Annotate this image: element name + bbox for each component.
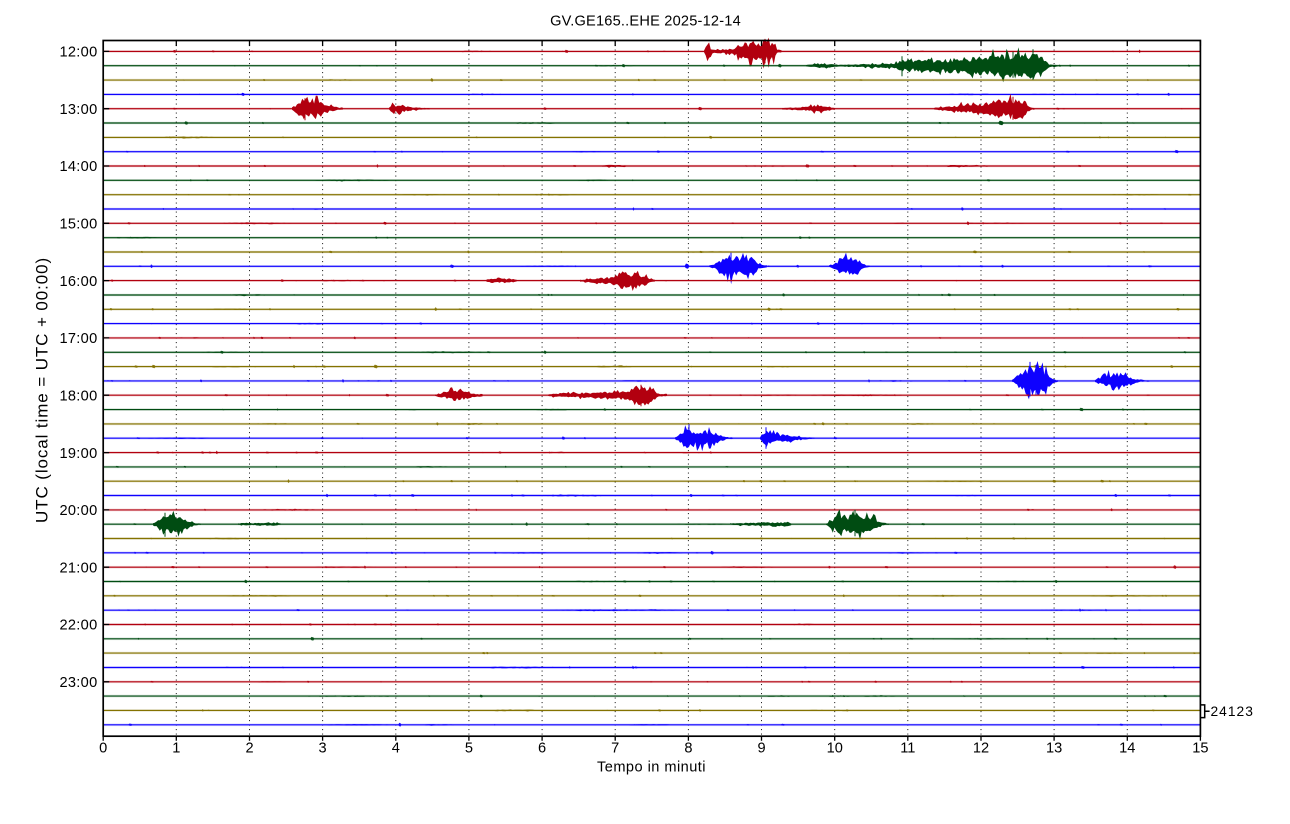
svg-text:13:00: 13:00 bbox=[59, 102, 97, 118]
svg-text:19:00: 19:00 bbox=[59, 446, 97, 462]
svg-text:8: 8 bbox=[684, 741, 692, 757]
svg-text:13: 13 bbox=[1046, 741, 1062, 757]
svg-text:17:00: 17:00 bbox=[59, 331, 97, 347]
svg-text:21:00: 21:00 bbox=[59, 560, 97, 576]
svg-text:20:00: 20:00 bbox=[59, 503, 97, 519]
svg-text:14:00: 14:00 bbox=[59, 159, 97, 175]
svg-text:12:00: 12:00 bbox=[59, 45, 97, 61]
svg-text:23:00: 23:00 bbox=[59, 675, 97, 691]
svg-text:18:00: 18:00 bbox=[59, 388, 97, 404]
svg-text:Tempo in minuti: Tempo in minuti bbox=[597, 760, 706, 776]
svg-text:22:00: 22:00 bbox=[59, 618, 97, 634]
svg-text:14: 14 bbox=[1119, 741, 1135, 757]
svg-text:24123: 24123 bbox=[1211, 704, 1254, 719]
svg-text:UTC (local time = UTC + 00:00): UTC (local time = UTC + 00:00) bbox=[33, 257, 52, 523]
svg-text:9: 9 bbox=[757, 741, 765, 757]
svg-text:7: 7 bbox=[611, 741, 619, 757]
svg-text:3: 3 bbox=[319, 741, 327, 757]
svg-text:15:00: 15:00 bbox=[59, 217, 97, 233]
svg-text:5: 5 bbox=[465, 741, 473, 757]
svg-text:10: 10 bbox=[827, 741, 843, 757]
svg-text:15: 15 bbox=[1192, 741, 1208, 757]
svg-text:11: 11 bbox=[900, 741, 915, 757]
svg-text:4: 4 bbox=[392, 741, 400, 757]
svg-text:2: 2 bbox=[245, 741, 253, 757]
svg-text:6: 6 bbox=[538, 741, 546, 757]
svg-text:12: 12 bbox=[973, 741, 989, 757]
svg-text:0: 0 bbox=[99, 741, 107, 757]
svg-text:GV.GE165..EHE 2025-12-14: GV.GE165..EHE 2025-12-14 bbox=[550, 13, 741, 29]
svg-text:1: 1 bbox=[172, 741, 180, 757]
svg-text:16:00: 16:00 bbox=[59, 274, 97, 290]
